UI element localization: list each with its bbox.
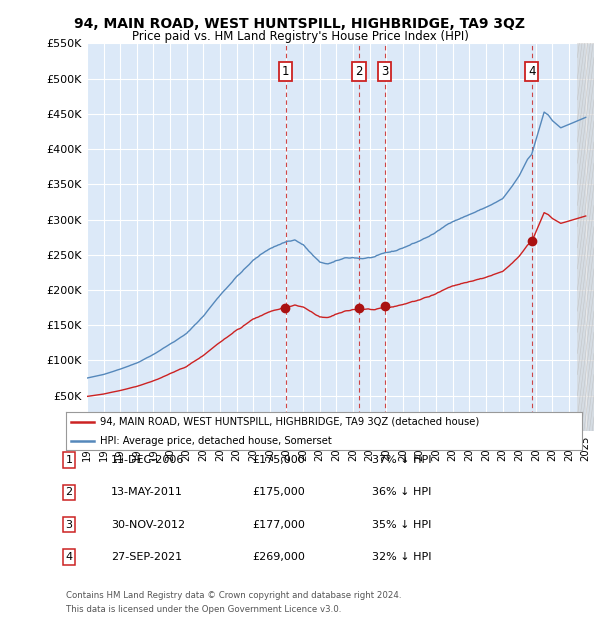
Text: £175,000: £175,000 [252,455,305,465]
Text: 37% ↓ HPI: 37% ↓ HPI [372,455,431,465]
Text: 36% ↓ HPI: 36% ↓ HPI [372,487,431,497]
Text: £177,000: £177,000 [252,520,305,529]
Text: 2: 2 [65,487,73,497]
Text: 35% ↓ HPI: 35% ↓ HPI [372,520,431,529]
Text: 11-DEC-2006: 11-DEC-2006 [111,455,184,465]
Polygon shape [577,43,594,431]
Text: Contains HM Land Registry data © Crown copyright and database right 2024.: Contains HM Land Registry data © Crown c… [66,591,401,600]
Text: 2: 2 [355,65,363,78]
Text: 30-NOV-2012: 30-NOV-2012 [111,520,185,529]
Text: 27-SEP-2021: 27-SEP-2021 [111,552,182,562]
Text: 4: 4 [528,65,535,78]
Text: 94, MAIN ROAD, WEST HUNTSPILL, HIGHBRIDGE, TA9 3QZ (detached house): 94, MAIN ROAD, WEST HUNTSPILL, HIGHBRIDG… [100,417,479,427]
Text: £175,000: £175,000 [252,487,305,497]
Text: 3: 3 [381,65,389,78]
Text: 94, MAIN ROAD, WEST HUNTSPILL, HIGHBRIDGE, TA9 3QZ: 94, MAIN ROAD, WEST HUNTSPILL, HIGHBRIDG… [74,17,526,32]
Text: 4: 4 [65,552,73,562]
Text: £269,000: £269,000 [252,552,305,562]
Text: 13-MAY-2011: 13-MAY-2011 [111,487,183,497]
Text: 1: 1 [65,455,73,465]
Text: 1: 1 [282,65,290,78]
Text: HPI: Average price, detached house, Somerset: HPI: Average price, detached house, Some… [100,436,331,446]
Text: 3: 3 [65,520,73,529]
Text: 32% ↓ HPI: 32% ↓ HPI [372,552,431,562]
Text: This data is licensed under the Open Government Licence v3.0.: This data is licensed under the Open Gov… [66,604,341,614]
Text: Price paid vs. HM Land Registry's House Price Index (HPI): Price paid vs. HM Land Registry's House … [131,30,469,43]
